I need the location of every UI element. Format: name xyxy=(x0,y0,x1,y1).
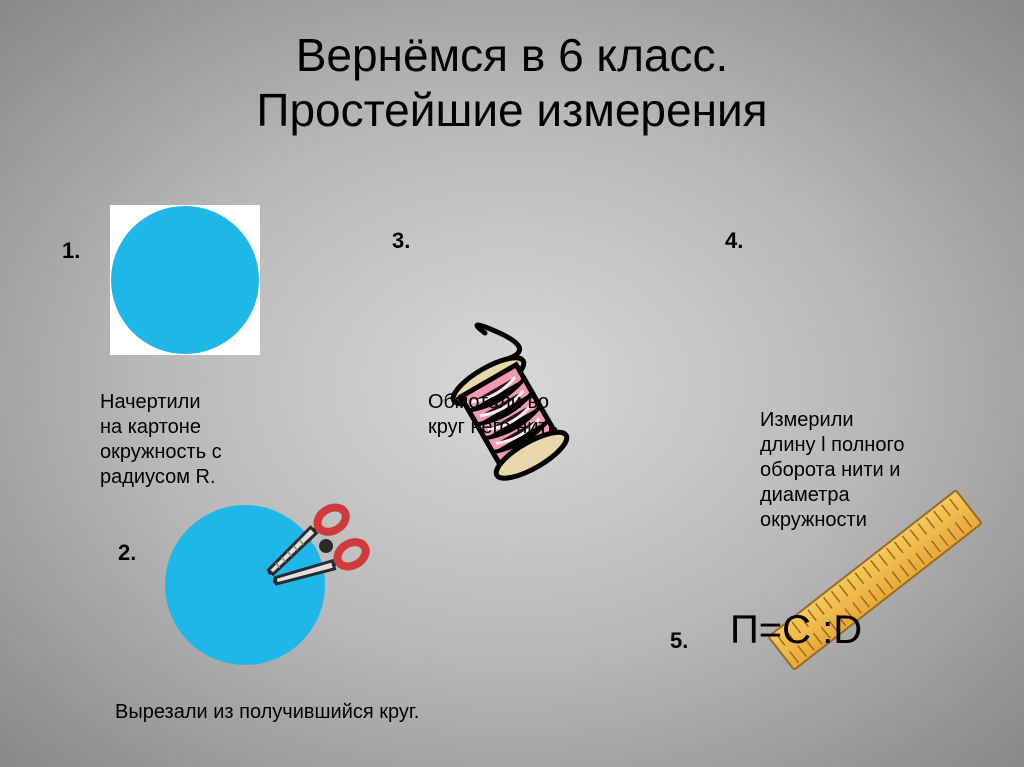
num-1: 1. xyxy=(62,238,80,263)
caption-1: Начертили на картоне окружность с радиус… xyxy=(100,390,280,490)
num-2: 2. xyxy=(118,540,136,565)
item-4-number: 4. xyxy=(725,228,743,254)
formula: П=С :D xyxy=(730,608,862,653)
title-line-2: Простейшие измерения xyxy=(256,84,767,136)
num-3: 3. xyxy=(392,228,410,253)
item-2-figure xyxy=(165,505,325,665)
item-5-number: 5. xyxy=(670,628,688,654)
num-5: 5. xyxy=(670,628,688,653)
page-title: Вернёмся в 6 класс. Простейшие измерения xyxy=(0,0,1024,138)
caption-3: Обмотали во круг него нить. xyxy=(428,390,608,440)
caption-2: Вырезали из получившийся круг. xyxy=(115,700,435,725)
circle-on-cardboard xyxy=(111,206,259,354)
item-3-number: 3. xyxy=(392,228,410,254)
item-1-figure xyxy=(110,205,260,355)
white-square xyxy=(110,205,260,355)
num-4: 4. xyxy=(725,228,743,253)
cut-circle xyxy=(165,505,325,665)
scissors-icon xyxy=(225,475,389,639)
caption-4: Измерили длину l полного оборота нити и … xyxy=(760,408,970,533)
item-1-number: 1. xyxy=(62,238,80,264)
item-2-number: 2. xyxy=(118,540,136,566)
title-line-1: Вернёмся в 6 класс. xyxy=(296,29,729,81)
